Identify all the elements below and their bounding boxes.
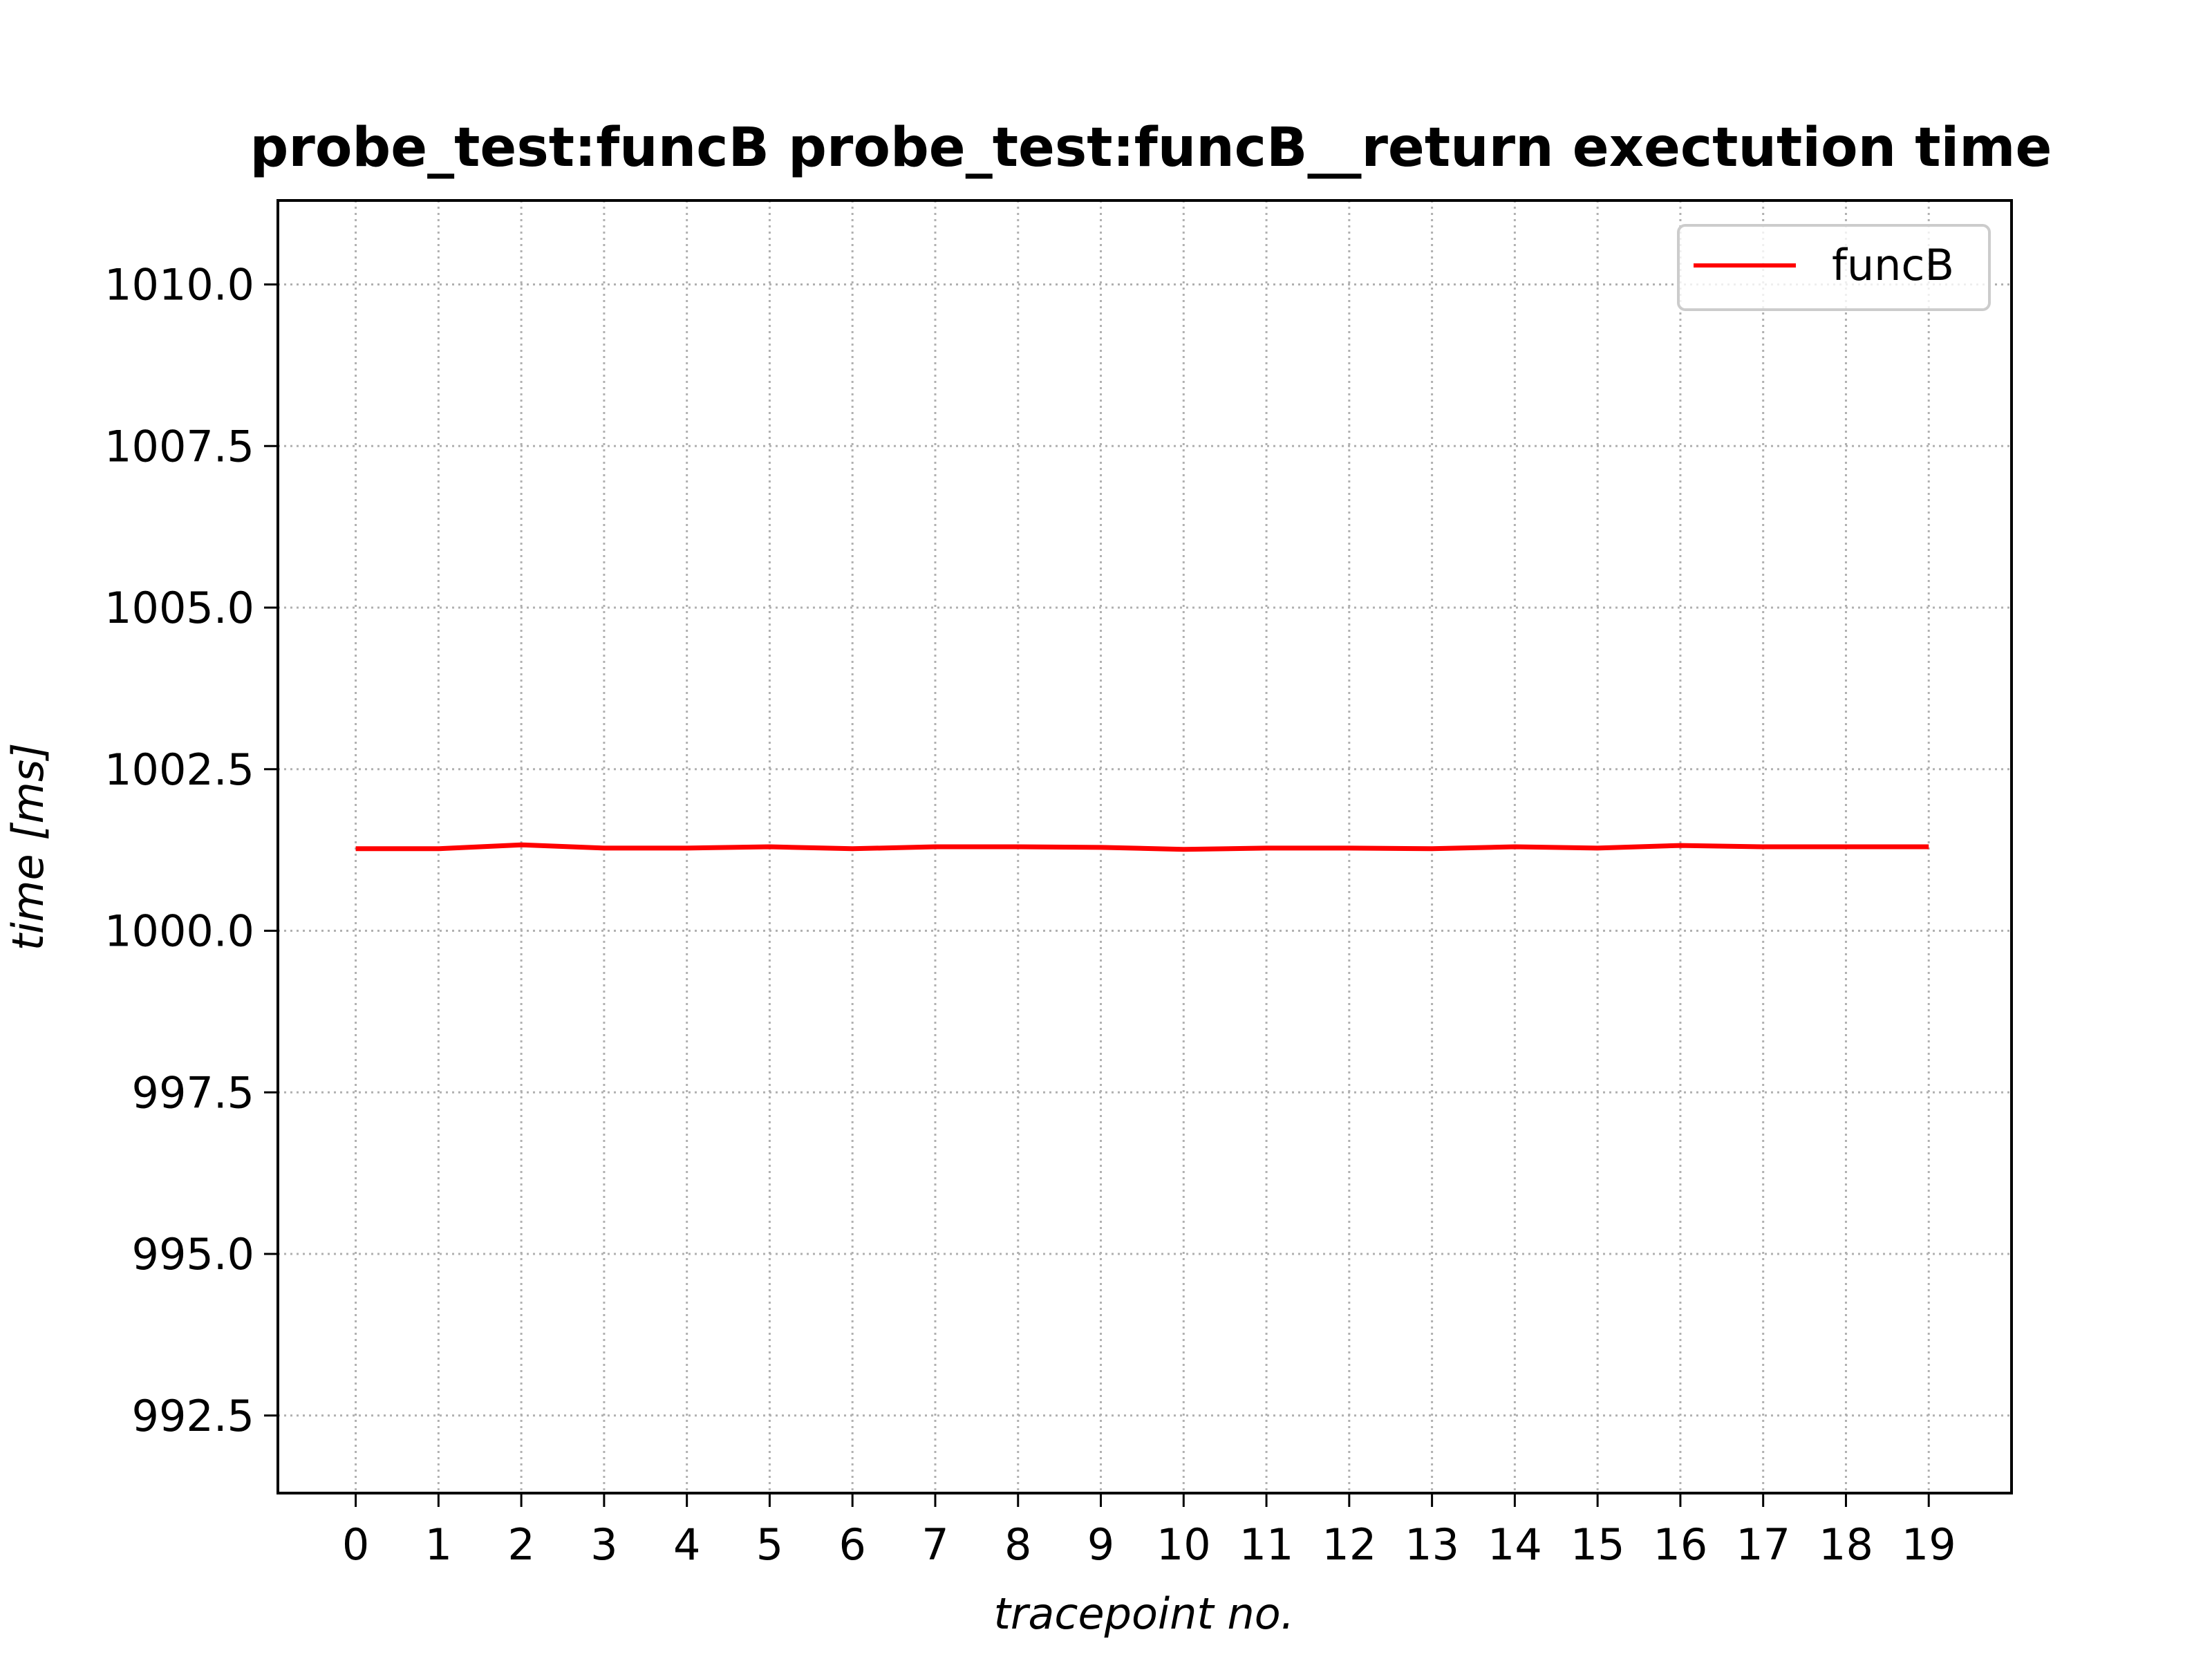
chart-title: probe_test:funcB probe_test:funcB__retur… bbox=[250, 117, 2052, 179]
legend-label-funcB: funcB bbox=[1832, 240, 1954, 290]
x-axis: 0 1 2 3 4 5 6 7 8 9 10 11 12 13 14 15 16 17 18 19 bbox=[342, 1493, 1956, 1570]
x-tick-label: 15 bbox=[1571, 1519, 1625, 1570]
x-tick-label: 5 bbox=[756, 1519, 783, 1570]
grid bbox=[278, 200, 2012, 1493]
series-layer bbox=[355, 842, 1929, 852]
x-tick-label: 3 bbox=[590, 1519, 617, 1570]
y-tick-label: 997.5 bbox=[132, 1067, 255, 1118]
x-axis-label: tracepoint no. bbox=[994, 1588, 1295, 1639]
x-tick-label: 16 bbox=[1653, 1519, 1707, 1570]
x-tick-label: 14 bbox=[1488, 1519, 1542, 1570]
y-tick-label: 1002.5 bbox=[104, 744, 254, 795]
y-tick-label: 1010.0 bbox=[104, 260, 254, 310]
x-tick-label: 10 bbox=[1156, 1519, 1211, 1570]
x-tick-label: 17 bbox=[1736, 1519, 1790, 1570]
x-tick-label: 2 bbox=[507, 1519, 534, 1570]
x-tick-label: 18 bbox=[1819, 1519, 1873, 1570]
plot-frame bbox=[276, 199, 2013, 1494]
x-tick-label: 0 bbox=[342, 1519, 369, 1570]
x-tick-label: 1 bbox=[425, 1519, 452, 1570]
y-tick-label: 995.0 bbox=[132, 1229, 255, 1280]
x-tick-label: 9 bbox=[1087, 1519, 1114, 1570]
x-tick-label: 7 bbox=[921, 1519, 948, 1570]
x-tick-label: 13 bbox=[1405, 1519, 1459, 1570]
series-line-funcB bbox=[355, 842, 1929, 852]
legend-box bbox=[1677, 224, 1991, 311]
x-tick-label: 6 bbox=[838, 1519, 865, 1570]
x-tick-label: 8 bbox=[1004, 1519, 1031, 1570]
x-tick-label: 4 bbox=[673, 1519, 700, 1570]
y-tick-label: 992.5 bbox=[132, 1391, 255, 1441]
y-tick-label: 1007.5 bbox=[104, 421, 254, 471]
x-tick-label: 11 bbox=[1239, 1519, 1294, 1570]
x-tick-label: 12 bbox=[1322, 1519, 1376, 1570]
y-tick-label: 1000.0 bbox=[104, 906, 254, 957]
y-tick-label: 1005.0 bbox=[104, 583, 254, 633]
x-tick-label: 19 bbox=[1902, 1519, 1956, 1570]
legend: funcB bbox=[1677, 224, 1991, 311]
y-axis-label: time [ms] bbox=[3, 743, 53, 951]
y-axis: 992.5 995.0 997.5 1000.0 1002.5 1005.0 1007.5 1… bbox=[104, 260, 278, 1441]
